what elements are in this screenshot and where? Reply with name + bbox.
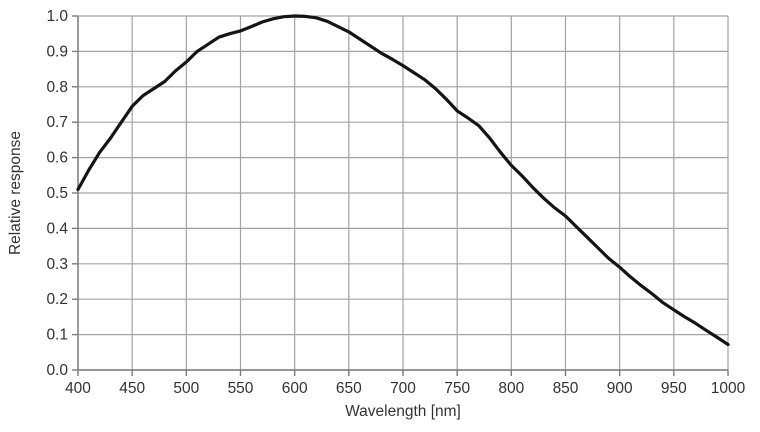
axis-tick-marks [72, 15, 729, 376]
x-tick-label: 800 [498, 380, 524, 397]
y-tick-label: 0.4 [46, 220, 68, 237]
y-tick-label: 0.0 [46, 362, 68, 379]
x-tick-label: 650 [336, 380, 362, 397]
x-tick-label: 900 [607, 380, 633, 397]
x-tick-label: 1000 [711, 380, 746, 397]
x-tick-label: 700 [390, 380, 416, 397]
y-tick-label: 0.3 [46, 256, 68, 273]
x-tick-label: 500 [173, 380, 199, 397]
y-tick-label: 0.5 [46, 185, 68, 202]
y-tick-label: 1.0 [46, 8, 68, 25]
y-tick-label: 0.2 [46, 291, 68, 308]
y-tick-label: 0.8 [46, 79, 68, 96]
x-tick-label: 600 [282, 380, 308, 397]
x-tick-label: 450 [119, 380, 145, 397]
x-tick-label: 400 [65, 380, 91, 397]
y-tick-labels: 0.0 0.1 0.2 0.3 0.4 0.5 0.6 0.7 0.8 0.9 1.0 [46, 8, 68, 379]
x-tick-labels: 400 450 500 550 600 650 700 750 800 850 900 950 1000 [65, 380, 746, 397]
y-tick-label: 0.7 [46, 114, 68, 131]
x-tick-label: 850 [553, 380, 579, 397]
y-axis-title: Relative response [7, 131, 24, 255]
y-tick-label: 0.9 [46, 43, 68, 60]
response-curve-line [76, 14, 730, 347]
x-tick-label: 550 [228, 380, 254, 397]
x-axis-title: Wavelength [nm] [345, 403, 461, 420]
x-tick-label: 750 [444, 380, 470, 397]
y-tick-label: 0.1 [46, 327, 68, 344]
response-curve [76, 14, 730, 347]
y-tick-label: 0.6 [46, 150, 68, 167]
x-tick-label: 950 [661, 380, 687, 397]
